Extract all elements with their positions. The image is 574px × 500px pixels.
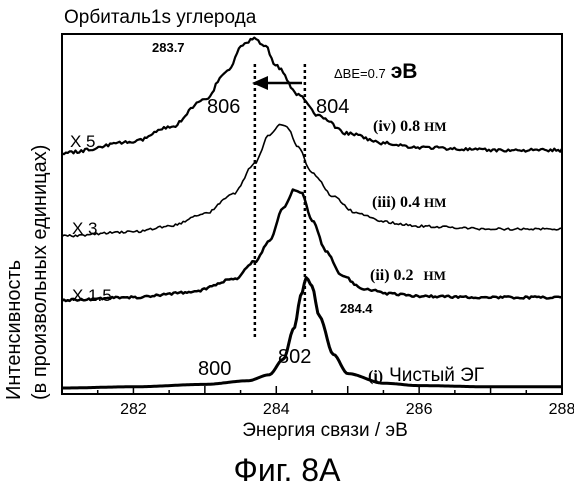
multiplier-x1-5: X 1.5 — [72, 286, 112, 305]
figure-title: Орбиталь1s углерода — [64, 7, 257, 28]
y-axis-label: Интенсивность (в произвольных единицах) — [3, 145, 51, 400]
peak-value-283-7: 283.7 — [152, 40, 185, 55]
ref-804: 804 — [316, 96, 349, 118]
series-label-i-text: Чистый ЭГ — [389, 365, 484, 386]
multiplier-x3: X 3 — [72, 219, 98, 238]
peak-reference-lines — [255, 64, 305, 338]
ref-806: 806 — [207, 96, 240, 118]
series-label-iv: (iv) 0.8НМ — [373, 118, 447, 135]
x-tick-label: 284 — [263, 401, 290, 418]
multiplier-x5: X 5 — [70, 132, 96, 151]
shift-arrow — [252, 76, 302, 90]
spectra-curves — [62, 38, 562, 388]
x-tick-label: 286 — [406, 401, 433, 418]
spectrum-line-iv — [62, 38, 562, 155]
series-label-ii: (ii) 0.2НМ — [370, 267, 446, 284]
plot-frame — [62, 34, 562, 394]
ref-802: 802 — [278, 346, 311, 368]
x-tick-label: 282 — [120, 401, 147, 418]
delta-be-label: ΔBE=0.7эВ — [334, 60, 417, 83]
y-axis-label-line1: Интенсивность — [3, 260, 25, 400]
x-axis-label: Энергия связи / эВ — [242, 420, 408, 441]
figure-caption: Фиг. 8А — [0, 452, 574, 489]
y-axis-label-line2: (в произвольных единицах) — [29, 145, 51, 400]
series-label-iii: (iii) 0.4НМ — [372, 194, 446, 211]
ref-800: 800 — [198, 358, 231, 380]
peak-value-284-4: 284.4 — [340, 301, 373, 316]
x-axis-ticks: 282 284 286 288 — [62, 386, 574, 418]
x-tick-label: 288 — [549, 401, 574, 418]
spectrum-line-i — [62, 278, 562, 388]
